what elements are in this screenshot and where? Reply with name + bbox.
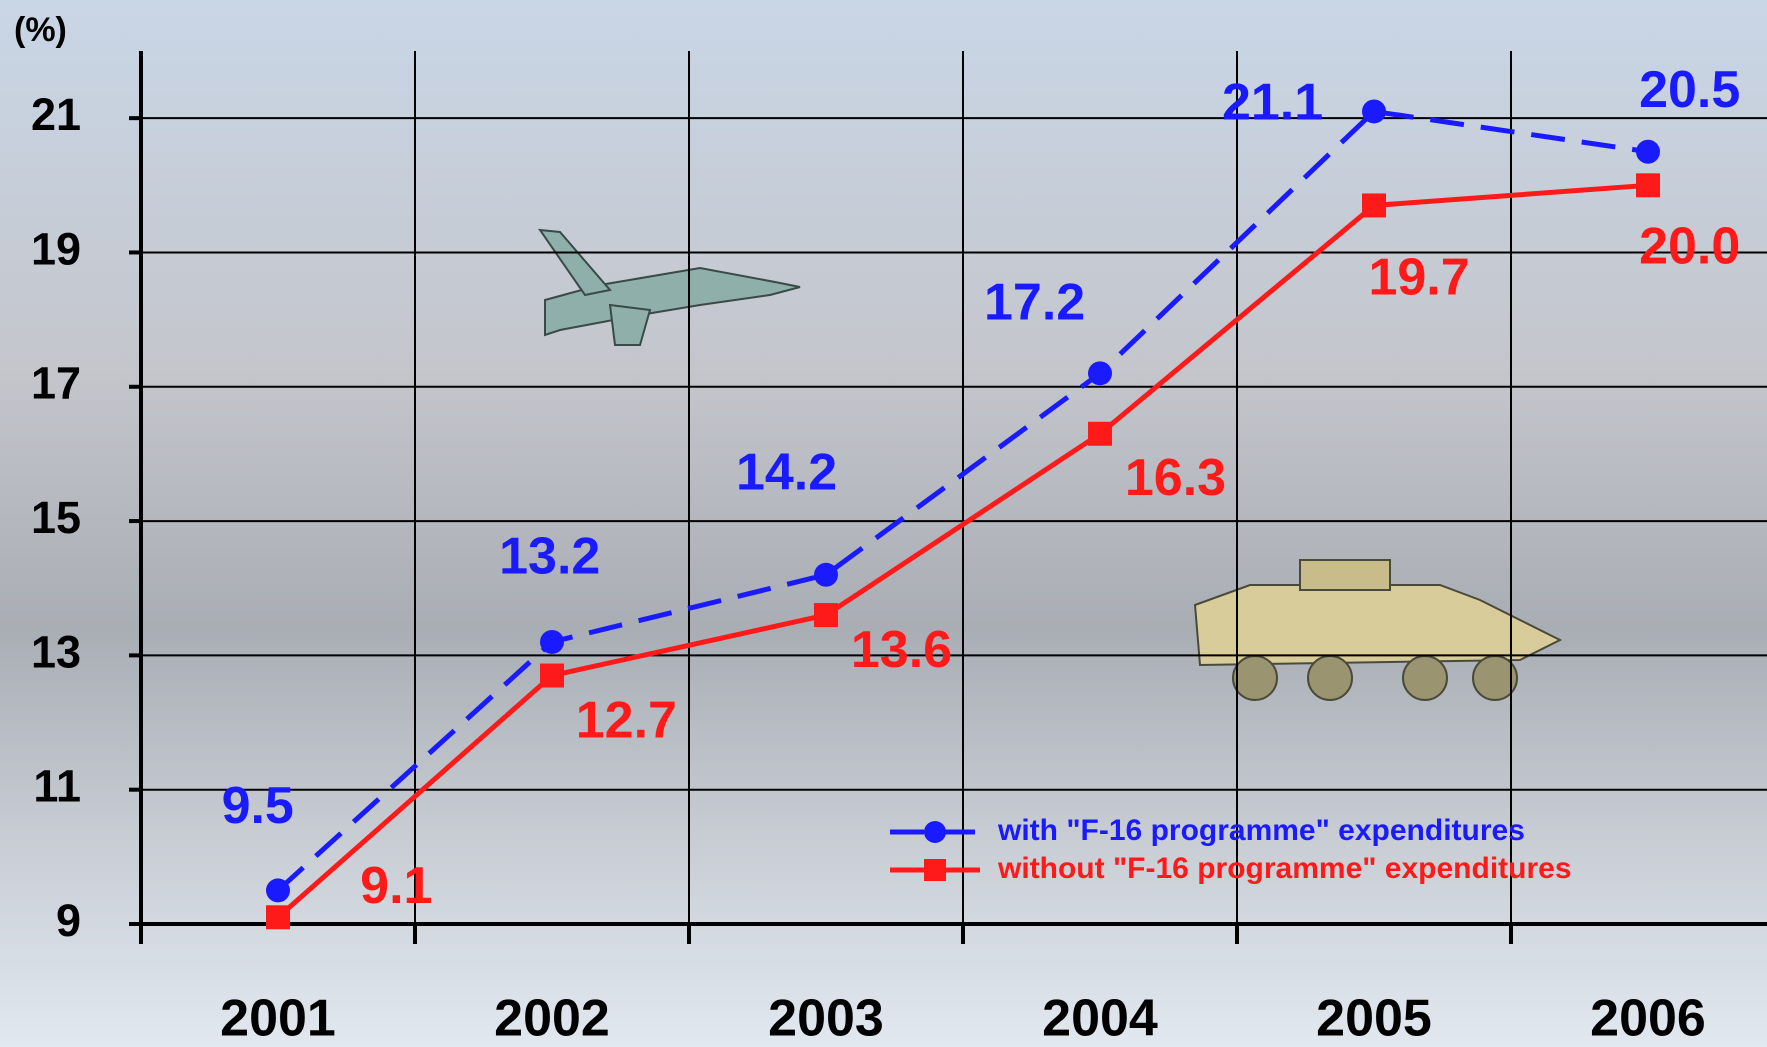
data-label: 17.2	[984, 273, 1085, 331]
data-label: 16.3	[1125, 449, 1226, 507]
point	[266, 878, 290, 902]
data-label: 9.1	[360, 857, 432, 915]
point	[540, 630, 564, 654]
y-tick-label: 9	[56, 895, 81, 946]
data-label: 13.2	[499, 527, 600, 585]
data-label: 13.6	[851, 621, 952, 679]
legend-marker	[924, 859, 946, 881]
data-label: 12.7	[576, 692, 677, 750]
y-tick-label: 17	[31, 358, 81, 409]
data-label: 9.5	[222, 777, 294, 835]
x-tick-label: 2004	[1042, 990, 1158, 1047]
legend-marker	[924, 821, 946, 843]
data-label: 14.2	[736, 443, 837, 501]
data-label: 21.1	[1222, 74, 1323, 132]
data-label: 20.5	[1639, 61, 1740, 119]
x-tick-label: 2006	[1590, 990, 1706, 1047]
point	[814, 563, 838, 587]
x-tick-label: 2002	[494, 990, 610, 1047]
point	[1636, 140, 1660, 164]
point	[1362, 99, 1386, 123]
y-tick-label: 15	[31, 492, 81, 543]
x-tick-label: 2001	[220, 990, 336, 1047]
point	[1088, 361, 1112, 385]
y-tick-label: 11	[33, 761, 81, 812]
x-tick-label: 2005	[1316, 990, 1432, 1047]
data-label: 19.7	[1368, 249, 1469, 307]
data-label: 20.0	[1639, 217, 1740, 275]
background	[0, 0, 1767, 1047]
point	[266, 905, 290, 929]
x-tick-label: 2003	[768, 990, 884, 1047]
y-tick-label: 19	[31, 223, 81, 274]
y-unit: (%)	[14, 11, 67, 49]
point	[1362, 193, 1386, 217]
point	[540, 664, 564, 688]
chart: (%) 9 11 13 15 17 19 21 2001 2002 2003 2004 2005 200…	[0, 0, 1767, 1047]
y-tick-label: 13	[31, 626, 81, 677]
point	[1636, 173, 1660, 197]
y-tick-label: 21	[31, 89, 81, 140]
point	[1088, 422, 1112, 446]
legend-label: with "F-16 programme" expenditures	[997, 814, 1525, 847]
legend-label: without "F-16 programme" expenditures	[997, 852, 1572, 885]
page: {"chart_data": {"type": "line", "y_unit"…	[0, 0, 1767, 1047]
point	[814, 603, 838, 627]
